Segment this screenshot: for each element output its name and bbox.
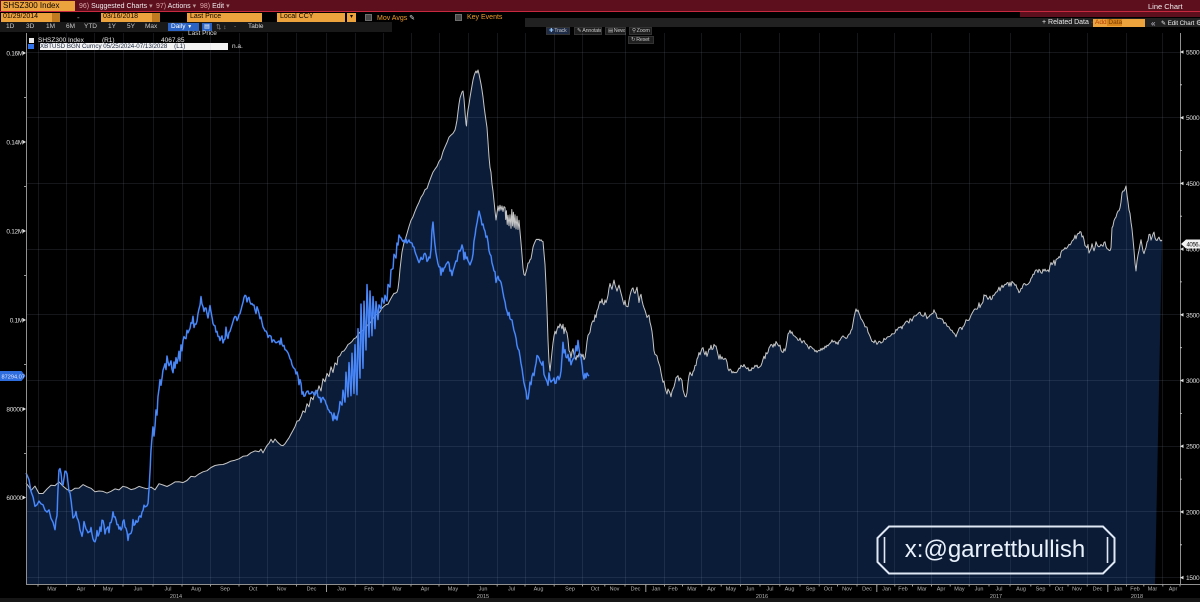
svg-text:Feb: Feb (668, 587, 677, 593)
svg-text:4000: 4000 (1186, 247, 1200, 254)
svg-text:Nov: Nov (842, 587, 852, 593)
svg-text:Mar: Mar (917, 587, 927, 593)
svg-text:Oct: Oct (249, 587, 258, 593)
svg-text:Dec: Dec (1093, 587, 1103, 593)
svg-text:2018: 2018 (1131, 594, 1143, 600)
svg-text:5500: 5500 (1186, 50, 1200, 57)
svg-text:Nov: Nov (610, 587, 620, 593)
svg-text:Oct: Oct (1055, 587, 1064, 593)
svg-text:80000: 80000 (6, 407, 23, 414)
svg-text:Sep: Sep (1036, 587, 1046, 593)
svg-text:Sep: Sep (220, 587, 230, 593)
svg-text:May: May (448, 587, 459, 593)
svg-text:Oct: Oct (824, 587, 833, 593)
svg-text:2016: 2016 (756, 594, 768, 600)
svg-text:Aug: Aug (191, 587, 201, 593)
svg-text:4056.42: 4056.42 (1187, 243, 1200, 249)
svg-text:May: May (726, 587, 737, 593)
svg-text:3500: 3500 (1186, 312, 1200, 319)
svg-text:3000: 3000 (1186, 378, 1200, 385)
svg-text:2015: 2015 (477, 594, 489, 600)
svg-text:87294.07: 87294.07 (2, 375, 25, 381)
svg-text:Jan: Jan (337, 587, 346, 593)
svg-text:Feb: Feb (364, 587, 373, 593)
svg-text:Apr: Apr (77, 587, 86, 593)
svg-text:Nov: Nov (1072, 587, 1082, 593)
svg-text:4500: 4500 (1186, 181, 1200, 188)
svg-text:Jun: Jun (975, 587, 984, 593)
svg-text:Jun: Jun (134, 587, 143, 593)
svg-text:Dec: Dec (307, 587, 317, 593)
svg-text:0.12M: 0.12M (6, 229, 23, 236)
svg-text:Jul: Jul (995, 587, 1002, 593)
svg-text:Jan: Jan (1114, 587, 1123, 593)
svg-text:Aug: Aug (785, 587, 795, 593)
svg-text:5000: 5000 (1186, 115, 1200, 122)
svg-text:Oct: Oct (591, 587, 600, 593)
svg-text:Feb: Feb (1130, 587, 1139, 593)
svg-text:Jan: Jan (652, 587, 661, 593)
svg-text:Mar: Mar (687, 587, 697, 593)
svg-text:May: May (954, 587, 965, 593)
svg-text:Jul: Jul (164, 587, 171, 593)
svg-text:Jul: Jul (508, 587, 515, 593)
svg-text:2017: 2017 (990, 594, 1002, 600)
svg-text:Sep: Sep (806, 587, 816, 593)
svg-text:Mar: Mar (1148, 587, 1158, 593)
svg-text:Dec: Dec (631, 587, 641, 593)
svg-text:0.1M: 0.1M (10, 318, 23, 325)
svg-text:1500: 1500 (1186, 575, 1200, 582)
svg-text:60000: 60000 (6, 495, 23, 502)
svg-text:Feb: Feb (898, 587, 907, 593)
svg-text:Jan: Jan (882, 587, 891, 593)
svg-text:Aug: Aug (1016, 587, 1026, 593)
svg-text:Mar: Mar (392, 587, 402, 593)
svg-text:0.16M: 0.16M (6, 51, 23, 58)
svg-text:Apr: Apr (937, 587, 946, 593)
svg-text:May: May (103, 587, 114, 593)
svg-text:2000: 2000 (1186, 509, 1200, 516)
svg-text:Jun: Jun (746, 587, 755, 593)
svg-text:2500: 2500 (1186, 444, 1200, 451)
svg-text:Jul: Jul (766, 587, 773, 593)
svg-text:Apr: Apr (1169, 587, 1178, 593)
svg-text:2014: 2014 (170, 594, 182, 600)
svg-text:Apr: Apr (707, 587, 716, 593)
svg-text:Dec: Dec (862, 587, 872, 593)
svg-text:Jun: Jun (479, 587, 488, 593)
svg-text:Aug: Aug (534, 587, 544, 593)
svg-text:Mar: Mar (47, 587, 57, 593)
svg-text:Nov: Nov (277, 587, 287, 593)
svg-text:0.14M: 0.14M (6, 140, 23, 147)
svg-text:Apr: Apr (421, 587, 430, 593)
svg-text:Sep: Sep (565, 587, 575, 593)
